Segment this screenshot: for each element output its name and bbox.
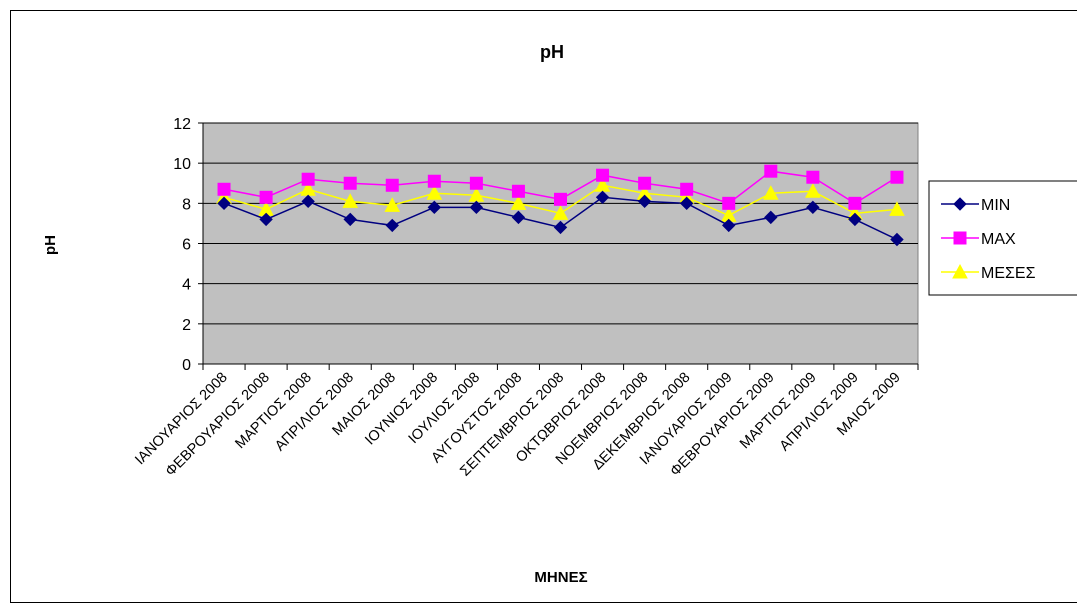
data-point-max (597, 169, 609, 181)
data-point-max (260, 191, 272, 203)
data-point-max (218, 183, 230, 195)
y-axis-title: pH (42, 235, 59, 255)
data-point-max (849, 197, 861, 209)
legend-label: ΜΕΣΕΣ (981, 265, 1036, 282)
chart-title: pH (540, 42, 564, 62)
y-tick-label: 10 (173, 156, 191, 173)
y-tick-label: 12 (173, 116, 191, 133)
data-point-max (344, 177, 356, 189)
legend-marker-max (954, 232, 966, 244)
data-point-max (555, 193, 567, 205)
data-point-max (891, 171, 903, 183)
data-point-max (765, 165, 777, 177)
data-point-max (428, 175, 440, 187)
data-point-max (807, 171, 819, 183)
data-point-max (386, 179, 398, 191)
legend-label: MAX (981, 231, 1016, 248)
y-tick-label: 4 (182, 277, 191, 294)
legend-label: MIN (981, 197, 1010, 214)
y-tick-label: 8 (182, 196, 191, 213)
data-point-max (302, 173, 314, 185)
legend: MIN MAX ΜΕΣΕΣ (929, 181, 1077, 295)
x-axis-title: ΜΗΝΕΣ (534, 569, 587, 586)
data-point-max (723, 197, 735, 209)
y-tick-label: 2 (182, 317, 191, 334)
data-point-max (681, 183, 693, 195)
y-tick-label: 0 (182, 357, 191, 374)
y-tick-label: 6 (182, 237, 191, 254)
data-point-max (639, 177, 651, 189)
data-point-max (470, 177, 482, 189)
data-point-max (512, 185, 524, 197)
